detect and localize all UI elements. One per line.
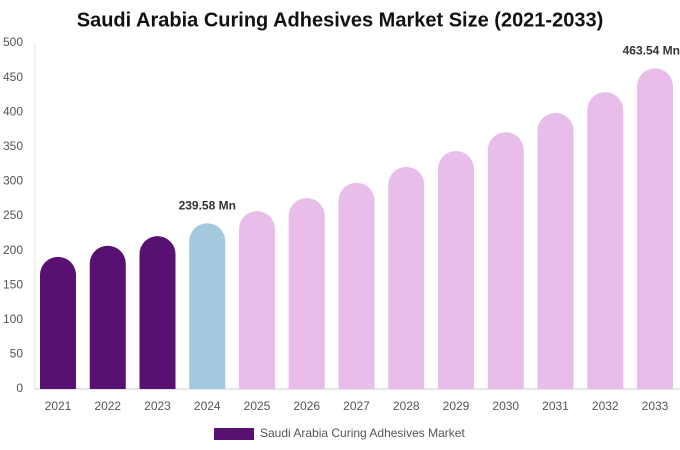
y-tick-label: 100 bbox=[3, 312, 23, 326]
bar bbox=[637, 68, 673, 390]
y-tick-label: 450 bbox=[3, 70, 23, 84]
y-tick-label: 350 bbox=[3, 139, 23, 153]
y-tick-label: 500 bbox=[3, 35, 23, 49]
y-tick-label: 150 bbox=[3, 277, 23, 291]
bar bbox=[587, 92, 624, 389]
bar bbox=[338, 182, 375, 389]
y-tick-label: 300 bbox=[3, 174, 23, 188]
x-tick-label: 2025 bbox=[244, 399, 271, 413]
legend-swatch bbox=[214, 428, 254, 440]
x-tick-label: 2021 bbox=[45, 399, 72, 413]
bar bbox=[139, 236, 176, 389]
x-tick-label: 2030 bbox=[492, 399, 519, 413]
y-tick-label: 0 bbox=[16, 381, 23, 395]
bar bbox=[89, 245, 126, 389]
x-tick-label: 2023 bbox=[144, 399, 171, 413]
bar bbox=[239, 211, 275, 389]
bar bbox=[487, 132, 524, 389]
bar bbox=[40, 256, 76, 389]
y-tick-label: 200 bbox=[3, 243, 23, 257]
data-label: 463.54 Mn bbox=[623, 43, 680, 57]
x-tick-label: 2031 bbox=[542, 399, 569, 413]
x-tick-label: 2022 bbox=[94, 399, 121, 413]
y-tick-label: 400 bbox=[3, 104, 23, 118]
x-tick-label: 2028 bbox=[393, 399, 420, 413]
legend-label: Saudi Arabia Curing Adhesives Market bbox=[260, 426, 465, 440]
bar bbox=[189, 223, 226, 389]
bar bbox=[388, 166, 425, 389]
x-tick-label: 2033 bbox=[642, 399, 669, 413]
y-tick-label: 250 bbox=[3, 208, 23, 222]
y-tick-label: 50 bbox=[10, 347, 24, 361]
bar bbox=[438, 150, 474, 389]
x-tick-label: 2029 bbox=[443, 399, 470, 413]
data-label: 239.58 Mn bbox=[179, 198, 236, 212]
x-tick-label: 2027 bbox=[343, 399, 370, 413]
bar bbox=[537, 112, 574, 389]
x-tick-label: 2024 bbox=[194, 399, 221, 413]
x-tick-label: 2026 bbox=[293, 399, 320, 413]
bar bbox=[288, 198, 325, 389]
chart-title: Saudi Arabia Curing Adhesives Market Siz… bbox=[77, 9, 604, 31]
x-tick-label: 2032 bbox=[592, 399, 619, 413]
